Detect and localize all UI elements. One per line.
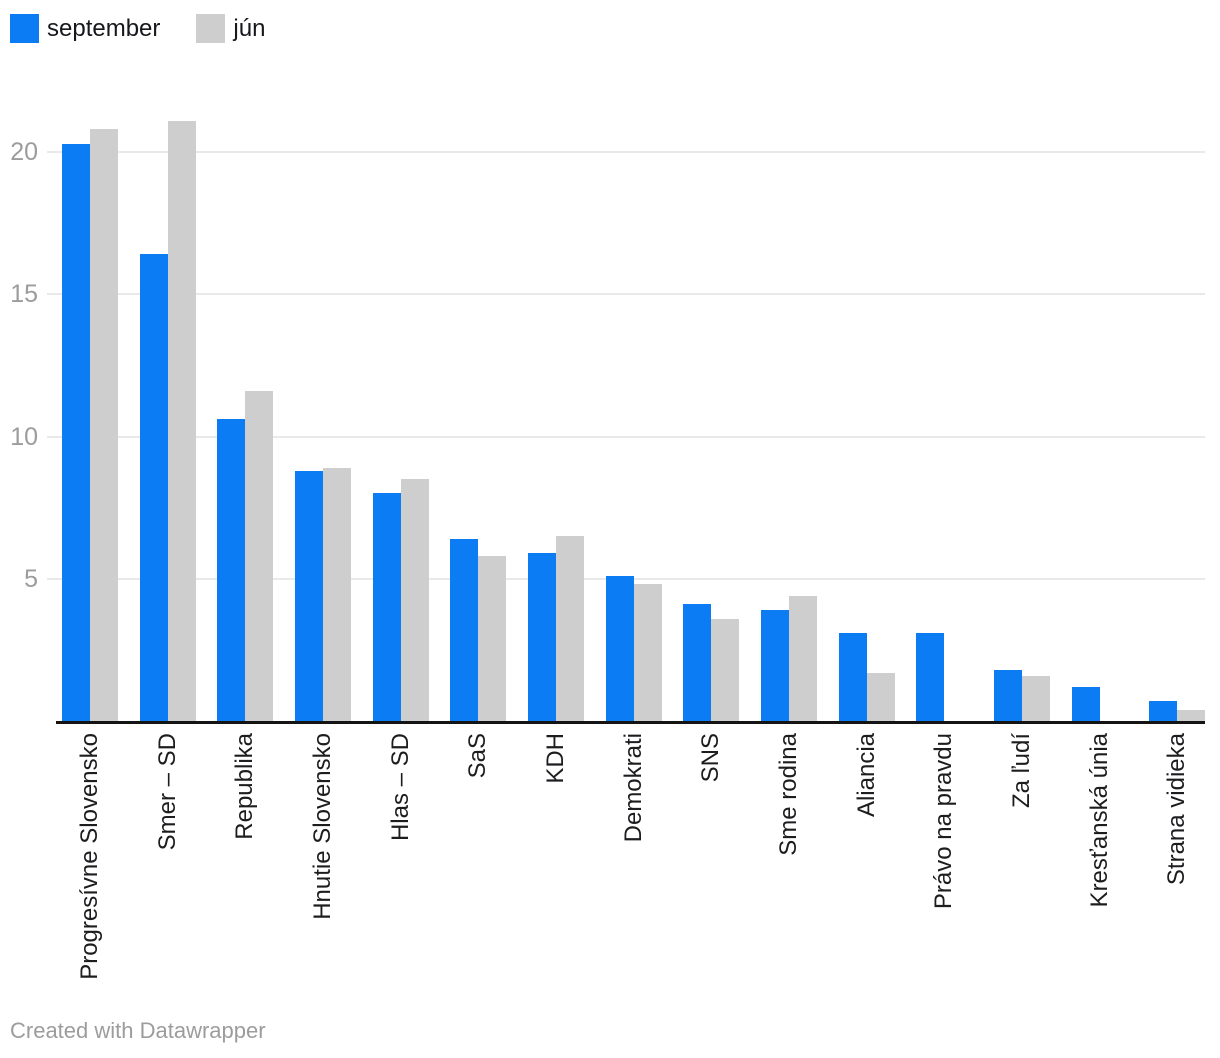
legend-label-september: september xyxy=(47,15,161,42)
y-tick-label-15: 15 xyxy=(10,280,38,309)
bar-jún-3 xyxy=(323,467,351,721)
legend-item-jun: jún xyxy=(196,14,265,43)
x-axis-label-6: KDH xyxy=(542,733,569,784)
bar-jún-8 xyxy=(711,618,740,721)
bar-september-13 xyxy=(1071,686,1100,721)
legend-label-jun: jún xyxy=(233,15,266,42)
x-axis-label-10: Aliancia xyxy=(852,733,880,818)
x-axis-label-11: Právo na pravdu xyxy=(930,733,958,910)
bar-september-3 xyxy=(295,470,323,721)
bar-jún-6 xyxy=(556,536,584,721)
bar-jún-1 xyxy=(167,120,196,721)
bar-jún-0 xyxy=(90,129,118,721)
gridline-20 xyxy=(47,151,1205,153)
bar-september-4 xyxy=(372,493,401,721)
x-axis-label-12: Za ľudí xyxy=(1007,733,1035,809)
y-tick-label-5: 5 xyxy=(24,564,38,593)
bar-september-12 xyxy=(993,669,1022,721)
y-tick-label-10: 10 xyxy=(10,422,38,451)
x-axis-label-3: Hnutie Slovensko xyxy=(309,733,336,920)
x-axis-label-2: Republika xyxy=(231,733,259,840)
bar-jún-2 xyxy=(245,391,274,721)
chart-legend: september jún xyxy=(10,14,265,43)
bar-september-7 xyxy=(605,575,634,721)
bar-september-2 xyxy=(217,419,246,721)
legend-swatch-september-icon xyxy=(10,14,39,43)
bar-jún-7 xyxy=(633,584,662,721)
y-tick-label-20: 20 xyxy=(10,138,38,166)
datawrapper-credit-link[interactable]: Created with Datawrapper xyxy=(10,1018,266,1043)
bar-september-5 xyxy=(450,538,479,721)
x-axis-label-13: Kresťanská únia xyxy=(1085,733,1113,908)
bar-september-9 xyxy=(760,610,789,721)
x-axis-label-14: Strana vidieka xyxy=(1163,733,1191,886)
bar-jún-12 xyxy=(1021,675,1050,721)
x-axis-label-4: Hlas – SD xyxy=(386,733,414,842)
x-axis-label-9: Sme rodina xyxy=(774,733,802,856)
bar-jún-4 xyxy=(400,479,429,721)
bar-jún-9 xyxy=(788,595,817,721)
x-axis-label-7: Demokrati xyxy=(619,733,647,843)
x-axis-label-8: SNS xyxy=(697,733,725,783)
gridline-15 xyxy=(47,293,1205,296)
bar-september-0 xyxy=(62,143,90,721)
legend-item-september: september xyxy=(10,14,160,43)
x-axis-label-1: Smer – SD xyxy=(153,733,181,851)
bar-september-1 xyxy=(139,254,168,721)
legend-swatch-jun-icon xyxy=(196,14,226,43)
bar-september-8 xyxy=(683,604,712,721)
x-axis-label-0: Progresívne Slovensko xyxy=(76,733,103,980)
bar-september-14 xyxy=(1149,701,1178,721)
gridline-10 xyxy=(47,435,1205,438)
bar-september-6 xyxy=(528,553,556,721)
bar-september-10 xyxy=(838,632,867,721)
bar-jún-14 xyxy=(1177,709,1206,721)
bar-jún-5 xyxy=(478,556,507,721)
x-axis-line xyxy=(56,721,1205,724)
bar-jún-10 xyxy=(866,672,895,721)
x-axis-label-5: SaS xyxy=(464,733,492,779)
bar-september-11 xyxy=(916,632,945,721)
